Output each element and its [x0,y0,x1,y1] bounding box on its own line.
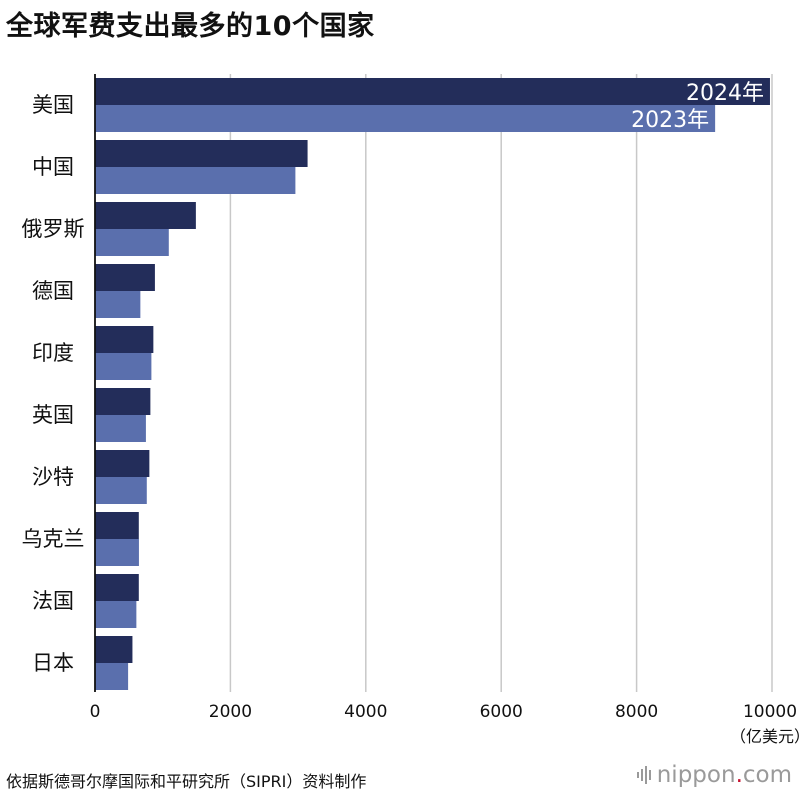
bar [95,415,146,442]
bar [95,663,129,690]
bar [95,477,147,504]
bar [95,202,196,229]
bar [95,353,152,380]
category-label: 沙特 [32,465,74,489]
series-label: 2024年 [686,81,764,106]
x-axis-unit: （亿美元） [730,727,800,746]
brand-suffix: com [742,762,792,788]
category-label: 印度 [32,341,74,365]
x-tick-label: 2000 [209,702,252,722]
category-label: 乌克兰 [22,527,85,551]
bar [95,326,154,353]
brand-logo: nippon. com [636,762,792,788]
bar [95,450,150,477]
sound-bars-icon [636,766,651,784]
bar [95,140,308,167]
brand-dot: . [735,762,743,788]
bar [95,512,139,539]
bar [95,388,151,415]
x-tick-label: 8000 [615,702,658,722]
bar [95,601,137,628]
source-note: 依据斯德哥尔摩国际和平研究所（SIPRI）资料制作 [6,772,367,791]
series-label: 2023年 [631,108,709,133]
brand-prefix: nippon [656,762,736,788]
bar [95,291,141,318]
category-label: 日本 [32,651,74,675]
x-tick-label: 0 [90,702,101,722]
x-tick-label: 4000 [344,702,387,722]
bar [95,78,770,105]
category-label: 法国 [32,589,74,613]
category-label: 英国 [32,403,74,427]
category-label: 德国 [32,279,74,303]
bar [95,105,716,132]
chart-title: 全球军费支出最多的10个国家 [6,11,375,42]
bar [95,264,155,291]
bar [95,229,169,256]
bar [95,636,133,663]
category-label: 美国 [32,93,74,117]
category-label: 中国 [32,155,74,179]
bar [95,167,296,194]
bar [95,539,139,566]
bar [95,574,139,601]
bar-chart: 0 2000 4000 6000 8000 10000 （亿美元） 美国 2024年2023年中… [22,74,800,746]
category-label: 俄罗斯 [22,217,85,241]
x-tick-label: 10000 [743,702,797,722]
x-tick-label: 6000 [480,702,523,722]
